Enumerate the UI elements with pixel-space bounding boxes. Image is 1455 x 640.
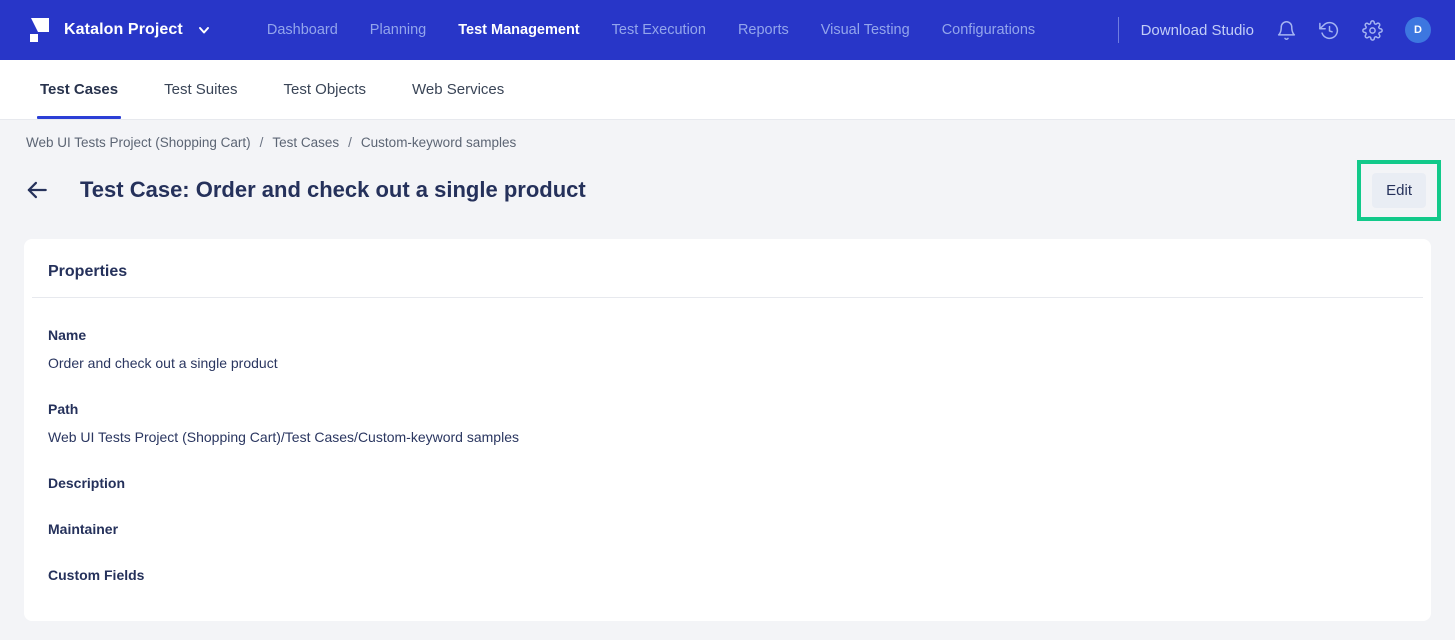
- module-tabbar: Test Cases Test Suites Test Objects Web …: [0, 60, 1455, 120]
- breadcrumb-test-cases[interactable]: Test Cases: [272, 135, 340, 150]
- field-label: Description: [48, 475, 126, 491]
- navbar-right: Download Studio D: [1117, 17, 1431, 43]
- field-value: Order and check out a single product: [48, 355, 278, 371]
- history-icon[interactable]: [1319, 20, 1340, 41]
- breadcrumb-separator: /: [348, 135, 352, 150]
- field-label: Maintainer: [48, 521, 119, 537]
- breadcrumb-folder[interactable]: Custom-keyword samples: [360, 135, 517, 150]
- edit-button[interactable]: Edit: [1372, 172, 1426, 208]
- field-maintainer: Maintainer: [48, 519, 1407, 539]
- breadcrumb-project[interactable]: Web UI Tests Project (Shopping Cart): [26, 135, 251, 150]
- nav-item-dashboard[interactable]: Dashboard: [266, 22, 338, 38]
- nav-item-test-execution[interactable]: Test Execution: [611, 22, 706, 38]
- bell-icon[interactable]: [1276, 20, 1297, 41]
- nav-item-planning[interactable]: Planning: [369, 22, 427, 38]
- nav-item-reports[interactable]: Reports: [737, 22, 789, 38]
- main-nav: Dashboard Planning Test Management Test …: [267, 22, 1035, 38]
- tab-test-cases[interactable]: Test Cases: [36, 60, 122, 119]
- tab-test-suites[interactable]: Test Suites: [164, 81, 238, 98]
- tab-test-objects[interactable]: Test Objects: [283, 81, 367, 98]
- gear-icon[interactable]: [1362, 19, 1383, 41]
- katalon-logo-icon[interactable]: [24, 17, 50, 43]
- tab-web-services[interactable]: Web Services: [412, 81, 505, 98]
- navbar-divider: [1117, 17, 1119, 43]
- field-label: Name: [48, 327, 87, 343]
- page-title: Test Case: Order and check out a single …: [80, 177, 586, 202]
- card-divider: [32, 297, 1423, 298]
- chevron-down-icon[interactable]: [197, 23, 211, 37]
- avatar[interactable]: D: [1405, 17, 1431, 43]
- breadcrumb-separator: /: [259, 135, 264, 150]
- properties-card: Properties Name Order and check out a si…: [24, 239, 1431, 621]
- nav-item-configurations[interactable]: Configurations: [941, 22, 1036, 38]
- nav-item-visual-testing[interactable]: Visual Testing: [820, 22, 910, 38]
- project-switcher[interactable]: Katalon Project: [64, 21, 183, 38]
- field-name: Name Order and check out a single produc…: [48, 325, 1407, 373]
- back-arrow-icon[interactable]: [24, 177, 50, 203]
- field-label: Custom Fields: [48, 567, 145, 583]
- properties-fields: Name Order and check out a single produc…: [24, 298, 1431, 621]
- field-custom-fields: Custom Fields: [48, 565, 1407, 585]
- properties-heading: Properties: [48, 263, 128, 280]
- top-navbar: Katalon Project Dashboard Planning Test …: [0, 0, 1455, 60]
- nav-item-test-management[interactable]: Test Management: [458, 22, 580, 38]
- field-description: Description: [48, 473, 1407, 493]
- download-studio-link[interactable]: Download Studio: [1140, 21, 1254, 39]
- field-path: Path Web UI Tests Project (Shopping Cart…: [48, 399, 1407, 447]
- annotation-highlight-box: Edit: [1357, 159, 1441, 221]
- field-label: Path: [48, 401, 79, 417]
- field-value: Web UI Tests Project (Shopping Cart)/Tes…: [48, 429, 519, 445]
- title-row: Test Case: Order and check out a single …: [0, 159, 1455, 221]
- breadcrumb: Web UI Tests Project (Shopping Cart) / T…: [0, 120, 1455, 159]
